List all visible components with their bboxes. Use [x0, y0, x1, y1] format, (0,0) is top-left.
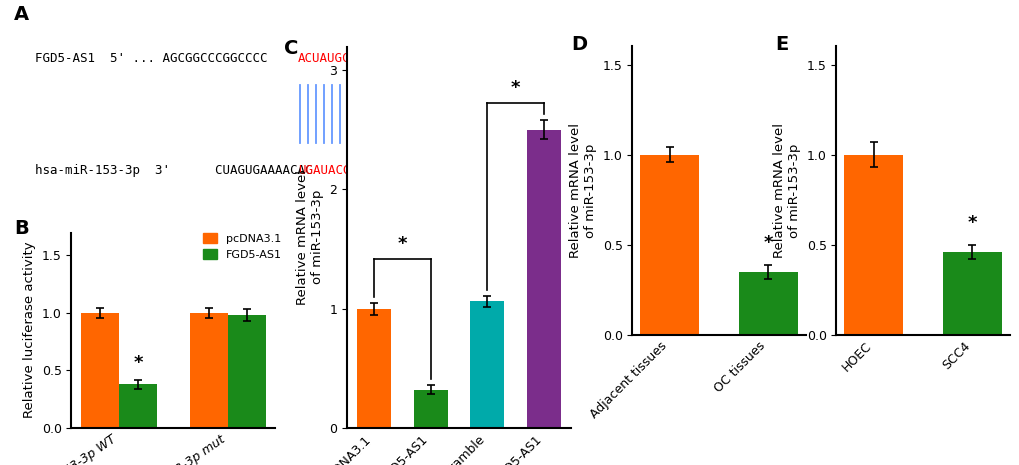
Bar: [190, 313, 227, 428]
Y-axis label: Relative luciferase activity: Relative luciferase activity: [23, 242, 36, 418]
Y-axis label: Relative mRNA level
of miR-153-3p: Relative mRNA level of miR-153-3p: [772, 123, 800, 258]
Bar: [227, 315, 266, 428]
Text: *: *: [511, 79, 520, 97]
Bar: [527, 130, 560, 428]
Y-axis label: Relative mRNA level
of miR-153-3p: Relative mRNA level of miR-153-3p: [296, 170, 323, 305]
Legend: pcDNA3.1, FGD5-AS1: pcDNA3.1, FGD5-AS1: [199, 228, 286, 264]
Bar: [640, 154, 699, 335]
Text: *: *: [763, 234, 772, 252]
Text: B: B: [14, 219, 29, 238]
Text: UGAUACGUU: UGAUACGUU: [298, 164, 365, 177]
Bar: [119, 384, 157, 428]
Text: ...: ...: [377, 52, 399, 65]
Text: *: *: [397, 235, 407, 252]
Bar: [470, 301, 503, 428]
Text: *: *: [133, 353, 143, 372]
Y-axis label: Relative mRNA level
of miR-153-3p: Relative mRNA level of miR-153-3p: [569, 123, 596, 258]
Bar: [414, 390, 447, 428]
Bar: [357, 309, 390, 428]
Text: C: C: [283, 39, 298, 58]
Text: ACUAUGCAA: ACUAUGCAA: [298, 52, 365, 65]
Text: D: D: [572, 35, 587, 54]
Text: A: A: [14, 5, 30, 24]
Bar: [844, 154, 903, 335]
Bar: [738, 272, 797, 335]
Text: FGD5-AS1  5' ... AGCGGCCCGGCCCC: FGD5-AS1 5' ... AGCGGCCCGGCCCC: [35, 52, 267, 65]
Bar: [81, 313, 119, 428]
Text: E: E: [775, 35, 788, 54]
Text: hsa-miR-153-3p  3'      CUAGUGAAAACAC: hsa-miR-153-3p 3' CUAGUGAAAACAC: [35, 164, 312, 177]
Text: *: *: [967, 214, 976, 232]
Bar: [942, 252, 1001, 335]
